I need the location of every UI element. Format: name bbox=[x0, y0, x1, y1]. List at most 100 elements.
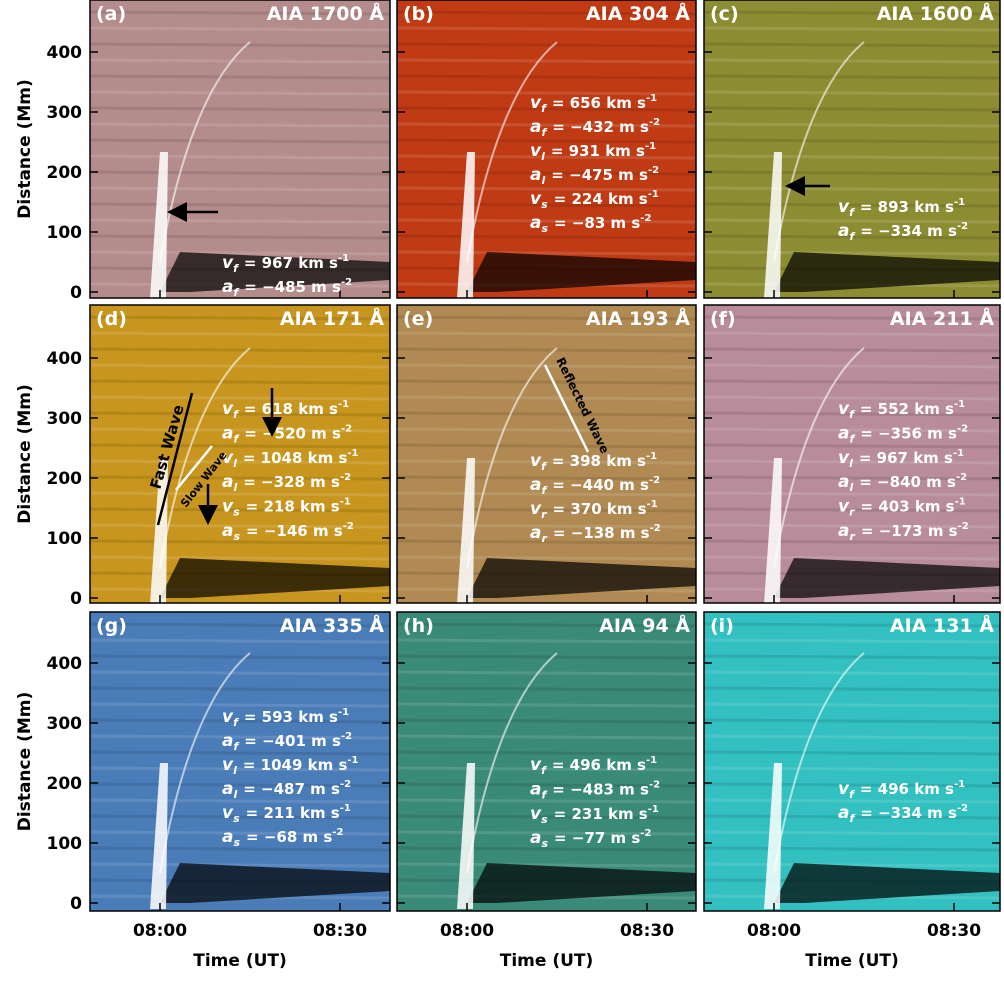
superscript: -1 bbox=[347, 755, 358, 766]
texture-streak bbox=[90, 140, 390, 142]
value: = −173 m s bbox=[861, 522, 958, 540]
symbol: a bbox=[222, 731, 233, 751]
x-tick-label: 08:30 bbox=[620, 921, 674, 941]
texture-streak bbox=[704, 704, 1000, 706]
value: = −483 m s bbox=[552, 780, 649, 798]
value: = −485 m s bbox=[244, 278, 341, 296]
panel: (f)AIA 211 Åvf= 552 km s-1af= −356 m s-2… bbox=[704, 305, 1000, 604]
texture-streak bbox=[397, 752, 696, 754]
subscript: l bbox=[849, 457, 853, 470]
instrument-label: AIA 94 Å bbox=[599, 613, 690, 637]
superscript: -2 bbox=[341, 277, 352, 288]
texture-streak bbox=[397, 349, 696, 351]
panel: (e)AIA 193 Åvf= 398 km s-1af= −440 m s-2… bbox=[397, 305, 696, 604]
superscript: -1 bbox=[338, 399, 349, 410]
texture-streak bbox=[397, 429, 696, 431]
value: = 552 km s bbox=[860, 400, 954, 418]
texture-streak bbox=[90, 220, 390, 222]
instrument-label: AIA 1600 Å bbox=[877, 1, 995, 25]
value: = −328 m s bbox=[243, 473, 340, 491]
value: = −487 m s bbox=[243, 780, 340, 798]
texture-streak bbox=[90, 493, 390, 495]
texture-streak bbox=[90, 688, 390, 690]
instrument-label: AIA 304 Å bbox=[586, 1, 690, 25]
texture-streak bbox=[90, 76, 390, 78]
superscript: -2 bbox=[341, 731, 352, 742]
superscript: -1 bbox=[647, 499, 658, 510]
superscript: -2 bbox=[957, 423, 968, 434]
subscript: s bbox=[233, 812, 240, 825]
texture-streak bbox=[704, 124, 1000, 126]
y-tick-label: 0 bbox=[70, 283, 82, 303]
value: = 893 km s bbox=[860, 198, 954, 216]
x-tick-label: 08:00 bbox=[133, 921, 187, 941]
texture-streak bbox=[704, 864, 1000, 866]
superscript: -1 bbox=[340, 497, 351, 508]
symbol: a bbox=[222, 521, 233, 541]
value: = 496 km s bbox=[552, 756, 646, 774]
x-axis-label: Time (UT) bbox=[500, 951, 594, 971]
texture-streak bbox=[704, 736, 1000, 738]
value: = −83 m s bbox=[554, 214, 640, 232]
value: = 370 km s bbox=[553, 500, 647, 518]
y-tick-label: 400 bbox=[47, 654, 83, 674]
texture-streak bbox=[397, 688, 696, 690]
texture-streak bbox=[90, 28, 390, 30]
value: = 218 km s bbox=[246, 498, 340, 516]
panel: (i)AIA 131 Åvf= 496 km s-1af= −334 m s-2 bbox=[704, 612, 1000, 911]
symbol: a bbox=[530, 475, 541, 495]
superscript: -2 bbox=[956, 472, 967, 483]
texture-streak bbox=[397, 656, 696, 658]
y-axis-label: Distance (Mm) bbox=[15, 384, 35, 523]
value: = −356 m s bbox=[860, 424, 957, 442]
texture-streak bbox=[397, 60, 696, 62]
value: = 231 km s bbox=[554, 805, 648, 823]
value: = −77 m s bbox=[554, 829, 640, 847]
texture-streak bbox=[90, 44, 390, 46]
texture-streak bbox=[397, 800, 696, 802]
panel: (a)AIA 1700 Åvf= 967 km s-1af= −485 m s-… bbox=[90, 0, 390, 299]
subscript: s bbox=[541, 813, 548, 826]
texture-streak bbox=[90, 832, 390, 834]
texture-streak bbox=[397, 445, 696, 447]
panel: (b)AIA 304 Åvf= 656 km s-1af= −432 m s-2… bbox=[397, 0, 696, 298]
instrument-label: AIA 171 Å bbox=[280, 306, 384, 330]
texture-streak bbox=[90, 124, 390, 126]
texture-streak bbox=[90, 656, 390, 658]
instrument-label: AIA 211 Å bbox=[890, 306, 994, 330]
texture-streak bbox=[90, 365, 390, 367]
panel-image bbox=[704, 0, 1000, 298]
superscript: -1 bbox=[646, 755, 657, 766]
superscript: -1 bbox=[648, 189, 659, 200]
symbol: a bbox=[530, 523, 541, 543]
superscript: -1 bbox=[955, 497, 966, 508]
y-tick-label: 400 bbox=[47, 43, 83, 63]
superscript: -1 bbox=[954, 779, 965, 790]
texture-streak bbox=[90, 672, 390, 674]
value: = 403 km s bbox=[861, 498, 955, 516]
y-tick-label: 200 bbox=[47, 774, 83, 794]
texture-streak bbox=[704, 252, 1000, 254]
texture-streak bbox=[90, 333, 390, 335]
value: = −146 m s bbox=[246, 522, 343, 540]
instrument-label: AIA 335 Å bbox=[280, 613, 384, 637]
texture-streak bbox=[704, 28, 1000, 30]
superscript: -2 bbox=[343, 521, 354, 532]
texture-streak bbox=[704, 832, 1000, 834]
symbol: a bbox=[838, 221, 849, 241]
texture-streak bbox=[704, 752, 1000, 754]
superscript: -2 bbox=[649, 475, 660, 486]
superscript: -1 bbox=[648, 804, 659, 815]
instrument-label: AIA 131 Å bbox=[890, 613, 994, 637]
texture-streak bbox=[397, 557, 696, 559]
instrument-label: AIA 193 Å bbox=[586, 306, 690, 330]
texture-streak bbox=[90, 172, 390, 174]
x-axis-label: Time (UT) bbox=[193, 951, 287, 971]
panel-label: (h) bbox=[403, 615, 434, 637]
value: = −334 m s bbox=[860, 222, 957, 240]
subscript: r bbox=[541, 532, 547, 545]
texture-streak bbox=[397, 720, 696, 722]
x-tick-label: 08:00 bbox=[747, 921, 801, 941]
texture-streak bbox=[90, 752, 390, 754]
texture-streak bbox=[704, 688, 1000, 690]
